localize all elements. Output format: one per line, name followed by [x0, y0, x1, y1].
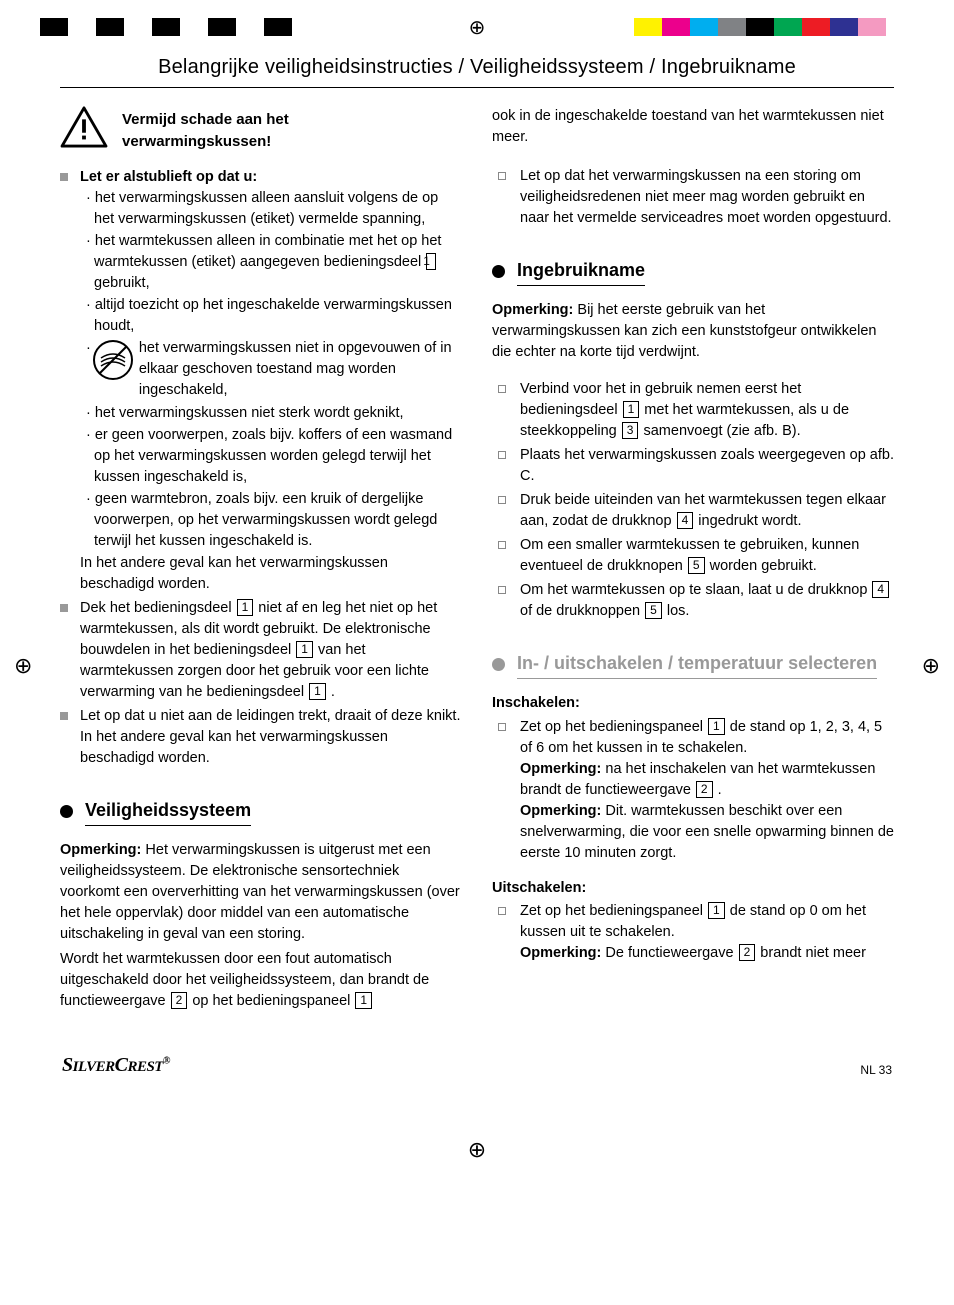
sub-item: · geen warmtebron, zoals bijv. een kruik…: [80, 489, 462, 552]
bullet-outline-icon: [498, 907, 506, 915]
sub-item: · het warmtekussen alleen in combinatie …: [80, 231, 462, 294]
bullet-outline-icon: [498, 541, 506, 549]
list-item: Om het warmtekussen op te slaan, laat u …: [520, 580, 894, 622]
section-bullet-icon: [492, 658, 505, 671]
sub-item: · het verwarmingskussen alleen aansluit …: [80, 188, 462, 230]
left-column: Vermijd schade aan het verwarmingskussen…: [60, 106, 462, 1016]
sub-item: · er geen voorwerpen, zoals bijv. koffer…: [80, 425, 462, 488]
list-item: Zet op het bedieningspaneel 1 de stand o…: [520, 901, 894, 964]
sub-item: · altijd toezicht op het ingeschakelde v…: [80, 295, 462, 337]
paragraph: ook in de ingeschakelde toestand van het…: [492, 106, 894, 148]
section-title-safety: Veiligheidssysteem: [85, 797, 251, 826]
paragraph: Opmerking: Bij het eerste gebruik van he…: [492, 300, 894, 363]
list-item: Plaats het verwarmingskussen zoals weerg…: [520, 445, 894, 487]
bullet-icon: [60, 712, 68, 720]
paragraph: Wordt het warmtekussen door een fout aut…: [60, 949, 462, 1012]
bullet-outline-icon: [498, 385, 506, 393]
list-item: Zet op het bedieningspaneel 1 de stand o…: [520, 717, 894, 864]
list-item: Dek het bedieningsdeel 1 niet af en leg …: [80, 598, 462, 703]
bullet-outline-icon: [498, 172, 506, 180]
no-fold-icon: [91, 338, 135, 382]
sub-heading-off: Uitschakelen:: [492, 878, 894, 899]
print-color-bar: ⊕: [0, 18, 954, 36]
list-item: Let op dat het verwarmingskussen na een …: [520, 166, 894, 229]
sub-item: · het verwarmingskussen niet sterk wordt…: [80, 403, 462, 424]
list-item: Om een smaller warmtekussen te gebruiken…: [520, 535, 894, 577]
paragraph: Opmerking: Het verwarmingskussen is uitg…: [60, 840, 462, 945]
sub-item-icon: · het verwarmingskussen niet in opgevouw…: [80, 338, 462, 401]
warning-title: Vermijd schade aan het verwarmingskussen…: [122, 106, 289, 153]
bullet-outline-icon: [498, 496, 506, 504]
sub-tail: In het andere geval kan het verwarmingsk…: [80, 553, 462, 595]
section-bullet-icon: [492, 265, 505, 278]
warning-icon: [60, 106, 108, 148]
section-bullet-icon: [60, 805, 73, 818]
bullet-icon: [60, 604, 68, 612]
page-header: Belangrijke veiligheidsinstructies / Vei…: [60, 56, 894, 88]
section-title-switching: In- / uitschakelen / temperatuur selecte…: [517, 650, 877, 679]
registration-mark-bottom: ⊕: [0, 1137, 954, 1163]
bullet-outline-icon: [498, 723, 506, 731]
bullet-outline-icon: [498, 586, 506, 594]
page-number: NL 33: [860, 1063, 892, 1077]
bullet-icon: [60, 173, 68, 181]
list-item: Druk beide uiteinden van het warmtekusse…: [520, 490, 894, 532]
sub-heading-on: Inschakelen:: [492, 693, 894, 714]
letop-heading: Let er alstublieft op dat u:: [80, 167, 462, 188]
brand-logo: SILVERCREST®: [62, 1054, 170, 1077]
bullet-outline-icon: [498, 451, 506, 459]
list-item: Let op dat u niet aan de leidingen trekt…: [80, 706, 462, 769]
list-item: Verbind voor het in gebruik nemen eerst …: [520, 379, 894, 442]
right-column: ook in de ingeschakelde toestand van het…: [492, 106, 894, 1016]
section-title-usage: Ingebruikname: [517, 257, 645, 286]
